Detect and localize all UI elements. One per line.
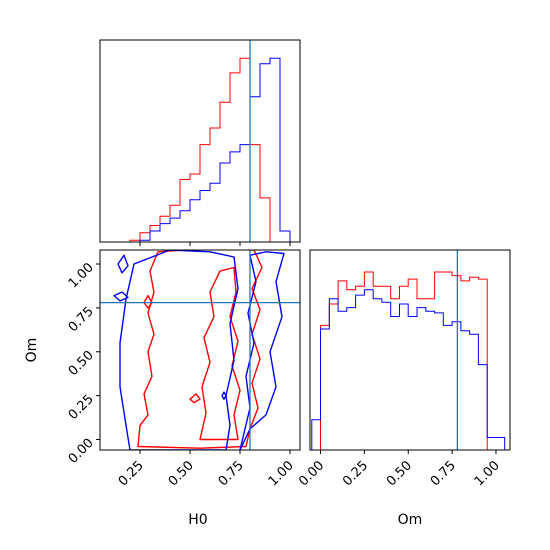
om-hist-blue	[311, 289, 506, 450]
om-x-tick-label: 0.75	[428, 458, 459, 489]
contour-red	[137, 250, 263, 449]
om-x-tick-label: 0.50	[384, 458, 415, 489]
contour-blue	[119, 250, 239, 450]
h0-x-tick-label: 0.50	[166, 458, 197, 489]
h0-x-tick-label: 0.25	[116, 458, 147, 489]
h0-histogram-panel	[99, 39, 301, 246]
axes-frame	[99, 39, 301, 243]
om-y-tick-label: 0.50	[66, 348, 97, 379]
om-x-tick-label: 0.00	[296, 458, 327, 489]
om-y-tick-label: 0.25	[66, 392, 97, 423]
om-x-tick-label: 0.25	[340, 458, 371, 489]
om-y-tick-label: 0.00	[66, 436, 97, 467]
contour-red	[189, 393, 201, 404]
x-axis-label-om: Om	[398, 512, 423, 528]
h0-x-tick-label: 1.00	[266, 458, 297, 489]
contour-blue	[221, 391, 227, 400]
contour-blue	[239, 251, 285, 450]
h0-x-tick-label: 0.75	[216, 458, 247, 489]
om-x-tick-label: 1.00	[472, 458, 503, 489]
y-axis-label-om: Om	[24, 338, 40, 363]
contour-layer	[100, 250, 300, 450]
contour-blue	[117, 254, 129, 274]
contour-red	[199, 266, 241, 441]
axes-frame	[309, 249, 511, 451]
axes-frame	[99, 249, 301, 451]
om-histogram-panel: 0.00 0.25 0.50 0.75 1.00	[296, 249, 511, 489]
om-y-tick-label: 0.75	[66, 304, 97, 335]
x-axis-label-h0: H0	[188, 512, 207, 528]
contour-red	[143, 294, 153, 309]
h0-hist-blue	[130, 57, 291, 243]
h0-hist-red	[129, 57, 290, 243]
h0-om-contour-panel: 0.25 0.50 0.75 1.00 0.00 0.25 0.50 0.75 1.00	[66, 249, 301, 489]
om-hist-red	[311, 271, 505, 451]
contour-blue	[113, 291, 129, 302]
om-y-tick-label: 1.00	[66, 260, 97, 291]
